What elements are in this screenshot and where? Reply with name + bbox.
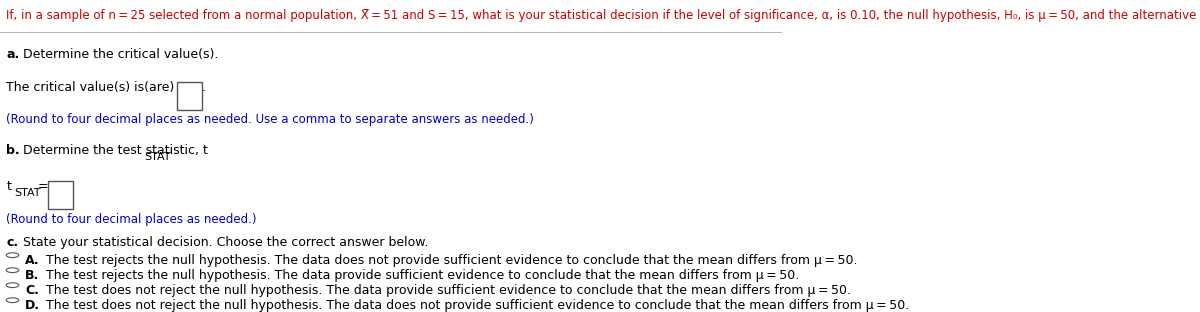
- Text: Determine the test statistic, t: Determine the test statistic, t: [19, 144, 208, 157]
- Circle shape: [6, 298, 19, 303]
- Text: b.: b.: [6, 144, 20, 157]
- Text: If, in a sample of n = 25 selected from a normal population, X̅ = 51 and S = 15,: If, in a sample of n = 25 selected from …: [6, 9, 1200, 22]
- Text: A.: A.: [25, 254, 40, 267]
- Text: =: =: [34, 180, 53, 193]
- Text: B.: B.: [25, 269, 40, 282]
- Text: c.: c.: [6, 236, 18, 249]
- Text: The critical value(s) is(are): The critical value(s) is(are): [6, 81, 174, 94]
- Text: t: t: [6, 180, 11, 193]
- Text: D.: D.: [25, 299, 40, 312]
- Text: STAT: STAT: [14, 188, 41, 197]
- Text: The test rejects the null hypothesis. The data provide sufficient evidence to co: The test rejects the null hypothesis. Th…: [37, 269, 799, 282]
- Text: STAT: STAT: [144, 152, 172, 162]
- Circle shape: [6, 268, 19, 273]
- Text: (Round to four decimal places as needed.): (Round to four decimal places as needed.…: [6, 213, 257, 226]
- FancyBboxPatch shape: [176, 82, 202, 110]
- Text: .: .: [164, 144, 168, 157]
- Text: a.: a.: [6, 48, 19, 61]
- Text: The test does not reject the null hypothesis. The data does not provide sufficie: The test does not reject the null hypoth…: [37, 299, 908, 312]
- Circle shape: [6, 283, 19, 288]
- Text: (Round to four decimal places as needed. Use a comma to separate answers as need: (Round to four decimal places as needed.…: [6, 113, 534, 125]
- Text: .: .: [202, 81, 205, 94]
- FancyBboxPatch shape: [48, 181, 73, 209]
- Circle shape: [6, 253, 19, 258]
- Text: The test does not reject the null hypothesis. The data provide sufficient eviden: The test does not reject the null hypoth…: [37, 284, 851, 297]
- Text: The test rejects the null hypothesis. The data does not provide sufficient evide: The test rejects the null hypothesis. Th…: [37, 254, 857, 267]
- Text: State your statistical decision. Choose the correct answer below.: State your statistical decision. Choose …: [19, 236, 428, 249]
- Text: C.: C.: [25, 284, 38, 297]
- Text: Determine the critical value(s).: Determine the critical value(s).: [19, 48, 218, 61]
